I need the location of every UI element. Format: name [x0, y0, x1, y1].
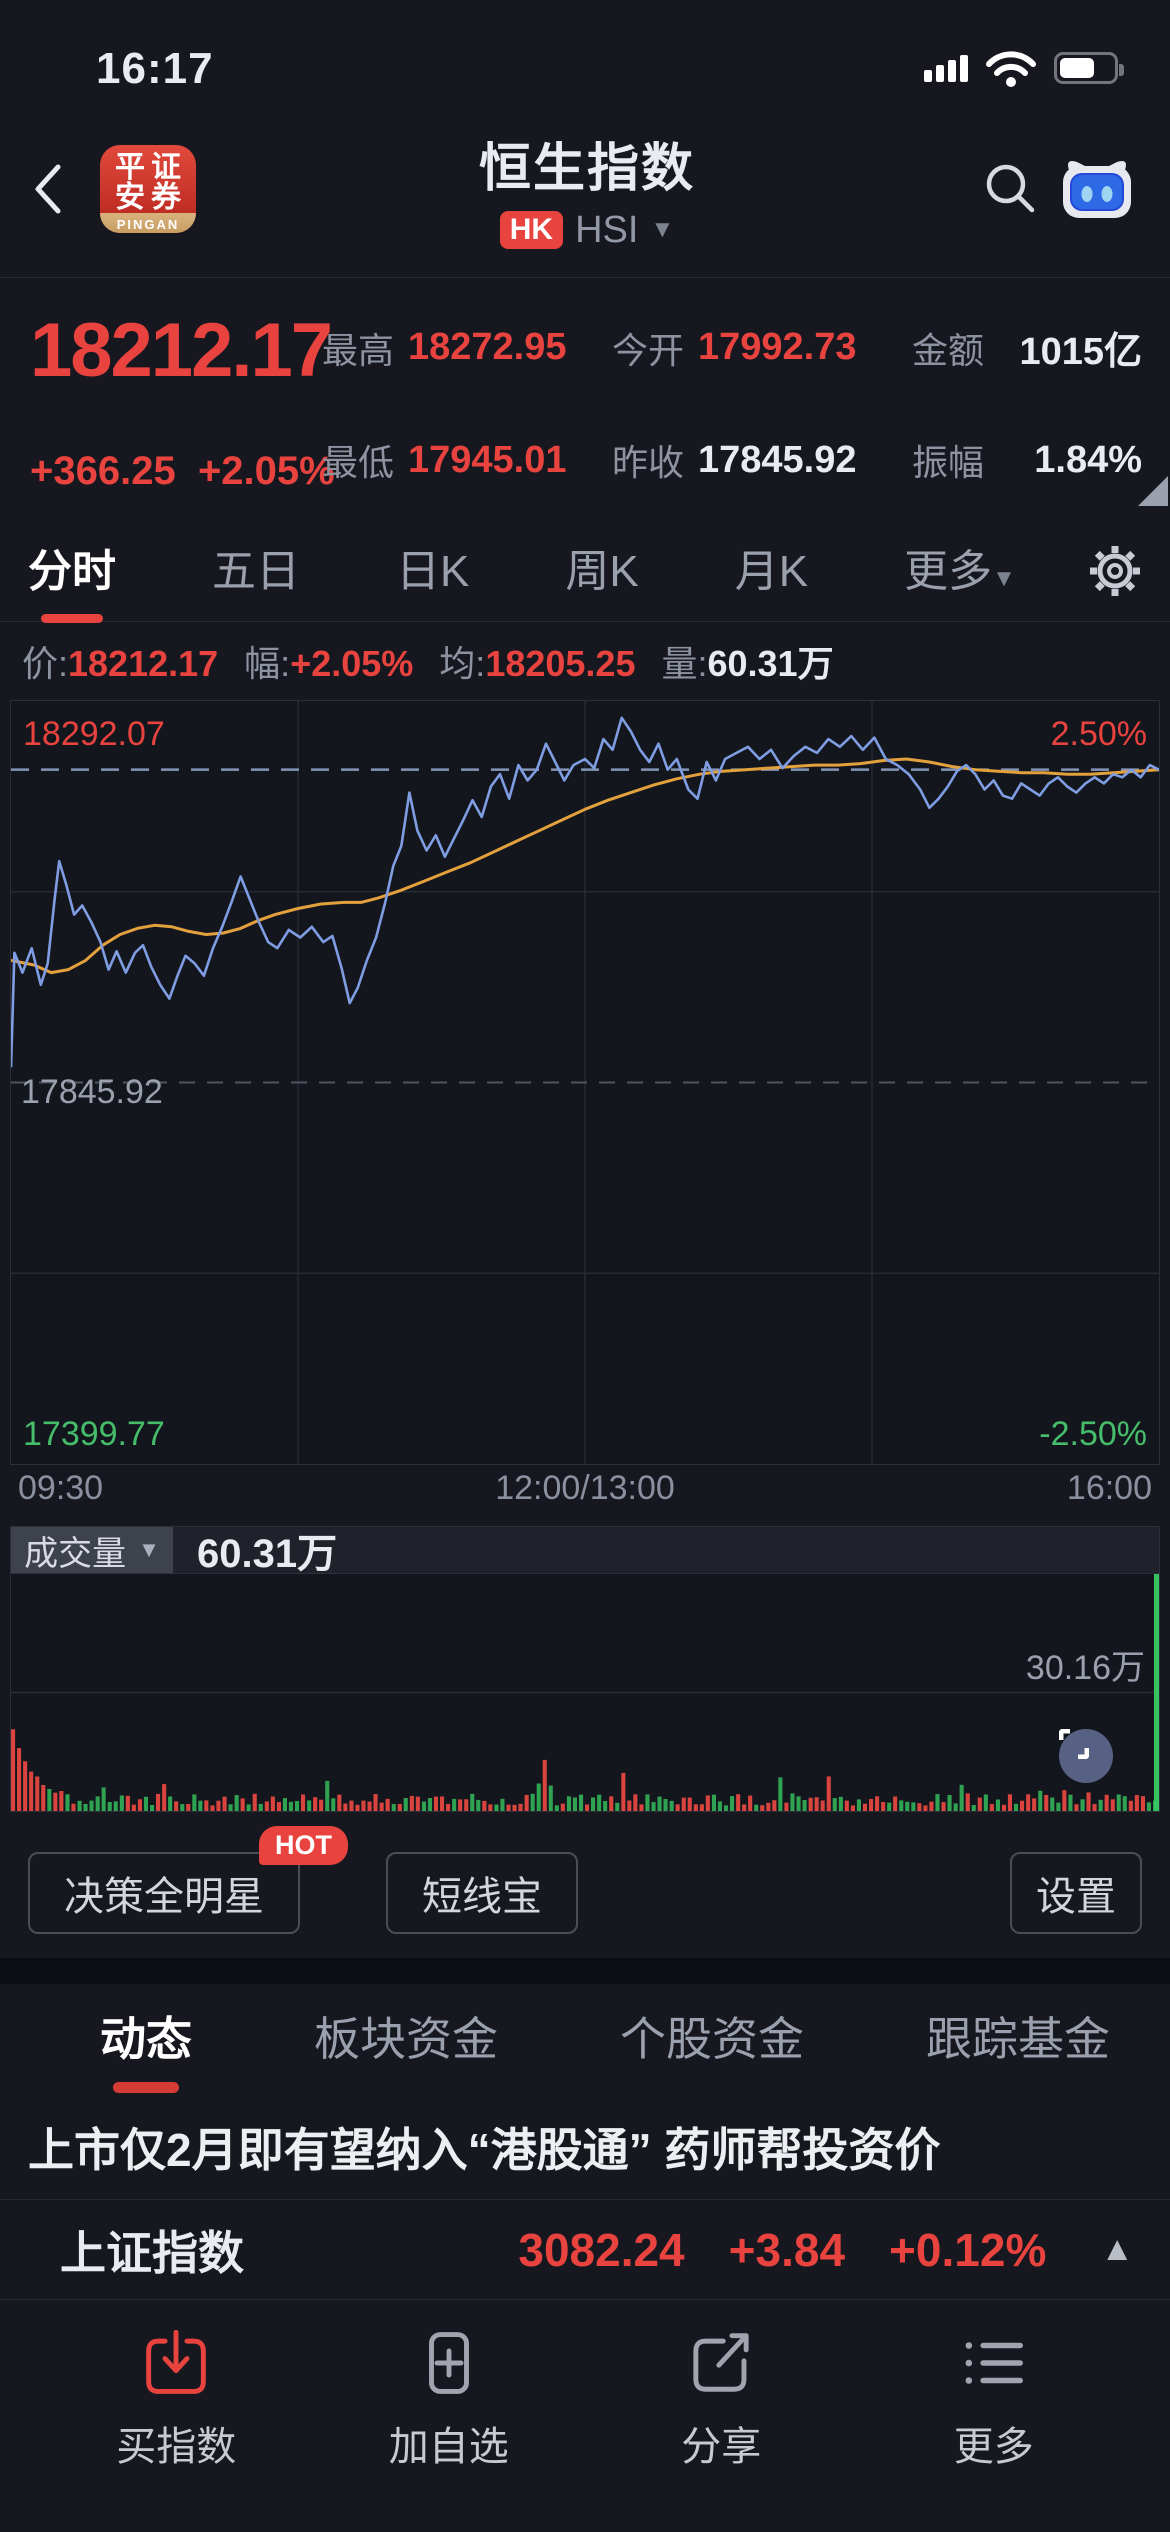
tab-tracking-funds[interactable]: 跟踪基金 [926, 2013, 1110, 2065]
y-max-label: 18292.07 [23, 715, 165, 753]
info-range: 幅:+2.05% [244, 643, 414, 684]
chevron-down-icon: ▼ [138, 1537, 160, 1562]
y-min-label: 17399.77 [23, 1415, 165, 1453]
stat-turnover: 金额 1015亿 [912, 329, 1142, 374]
axis-open-time: 09:30 [18, 1469, 104, 1507]
add-watchlist-icon [428, 2332, 469, 2394]
logo-text: 平安 [115, 150, 145, 214]
indicator-selector[interactable]: 成交量 ▼ [11, 1527, 173, 1573]
stat-prev-close: 昨收 17845.92 [612, 438, 857, 484]
volume-gridline-label: 30.16万 [1025, 1649, 1145, 1687]
index-name: 上证指数 [60, 2226, 244, 2279]
page-title: 恒生指数 [478, 139, 695, 198]
prev-close-label: 17845.92 [21, 1073, 163, 1111]
hot-badge: HOT [259, 1826, 348, 1865]
info-price: 价:18212.17 [22, 643, 219, 684]
tool-row: 决策全明星 HOT 短线宝 设置 [0, 1812, 1170, 1958]
status-bar: 16:17 [0, 0, 1170, 100]
price-pane[interactable]: 18292.07 2.50% 17845.92 17399.77 -2.50% [10, 700, 1160, 1465]
stat-amplitude: 振幅 1.84% [912, 438, 1142, 484]
cellular-signal-icon [924, 54, 968, 82]
volume-pane[interactable]: 30.16万 [10, 1573, 1160, 1812]
symbol-code: HSI [575, 208, 639, 251]
gear-icon [1090, 545, 1140, 596]
bottom-nav: 买指数 加自选 分享 更多 [0, 2300, 1170, 2472]
header: 平安 证券 PINGAN 恒生指数 HK HSI ▼ [0, 100, 1170, 278]
minute-chart[interactable]: 18292.07 2.50% 17845.92 17399.77 -2.50% … [10, 700, 1160, 1512]
stat-open: 今开 17992.73 [612, 326, 857, 371]
tab-weekly-k[interactable]: 周K [565, 546, 639, 596]
tab-monthly-k[interactable]: 月K [734, 546, 809, 596]
info-volume: 量:60.31万 [661, 643, 834, 684]
tab-stock-funds[interactable]: 个股资金 [620, 2013, 804, 2065]
nav-share[interactable]: 分享 [585, 2330, 858, 2472]
nav-more[interactable]: 更多 [858, 2330, 1131, 2472]
buy-index-icon [146, 2330, 207, 2394]
market-badge: HK [499, 211, 564, 249]
collapse-up-icon[interactable]: ▲ [1100, 2230, 1134, 2268]
index-quote-bar[interactable]: 上证指数 3082.24 +3.84 +0.12% ▲ [0, 2200, 1170, 2300]
search-icon [986, 164, 1035, 212]
section-divider [0, 1958, 1170, 1984]
expand-icon [1059, 1729, 1089, 1759]
tab-daily-k[interactable]: 日K [396, 546, 470, 596]
axis-noon-time: 12:00/13:00 [495, 1469, 675, 1507]
nav-buy-index[interactable]: 买指数 [40, 2330, 313, 2472]
price-change: +366.25 +2.05% [30, 449, 335, 493]
settings-button[interactable]: 设置 [1010, 1852, 1142, 1934]
decision-allstar-button[interactable]: 决策全明星 HOT [28, 1826, 348, 1934]
nav-add-watchlist[interactable]: 加自选 [313, 2330, 586, 2472]
y-max-pct-label: 2.50% [1050, 715, 1147, 753]
chevron-down-icon: ▼ [650, 216, 675, 243]
quote-summary[interactable]: 18212.17 +366.25 +2.05% 最高 18272.95 今开 179… [0, 278, 1170, 520]
minute-chart-info-line: 价:18212.17 幅:+2.05% 均:18205.25 量:60.31万 [0, 622, 1170, 700]
symbol-selector[interactable]: HK HSI ▼ [206, 209, 968, 252]
chevron-down-icon: ▼ [992, 564, 1016, 592]
volume-value: 60.31万 [197, 1532, 338, 1576]
back-button[interactable] [30, 161, 100, 217]
battery-icon [1054, 52, 1124, 84]
last-price: 18212.17 [30, 308, 333, 393]
short-line-treasure-button[interactable]: 短线宝 [386, 1852, 578, 1934]
logo-text: 证券 [151, 150, 181, 214]
share-icon [693, 2333, 749, 2392]
tab-news-feed[interactable]: 动态 [100, 1979, 192, 2099]
tab-5day[interactable]: 五日 [212, 546, 300, 596]
robot-icon [1063, 160, 1131, 218]
fullscreen-button[interactable] [1059, 1729, 1113, 1783]
logo-subtext: PINGAN [100, 212, 196, 233]
clock: 16:17 [96, 44, 214, 93]
chart-settings-button[interactable] [1088, 544, 1142, 598]
news-headline[interactable]: 上市仅2月即有望纳入“港股通” 药师帮投资价 [0, 2094, 1170, 2200]
stat-low: 最低 17945.01 [322, 438, 567, 484]
more-menu-icon [965, 2342, 1023, 2384]
tab-sector-funds[interactable]: 板块资金 [314, 2013, 498, 2065]
y-min-pct-label: -2.50% [1039, 1415, 1147, 1453]
content-tabbar: 动态 板块资金 个股资金 跟踪基金 [0, 1984, 1170, 2094]
time-axis: 09:30 12:00/13:00 16:00 [10, 1465, 1160, 1512]
info-average: 均:18205.25 [439, 643, 636, 684]
index-change: +3.84 [728, 2223, 846, 2276]
ai-assistant-button[interactable] [1054, 154, 1140, 224]
tab-more[interactable]: 更多▼ [904, 546, 1016, 596]
index-price: 3082.24 [518, 2223, 685, 2276]
expand-stats-fold-icon[interactable] [1138, 476, 1168, 506]
index-change-pct: +0.12% [889, 2223, 1047, 2276]
stat-high: 最高 18272.95 [322, 326, 567, 371]
tab-minute[interactable]: 分时 [28, 517, 116, 625]
volume-header: 成交量 ▼ 60.31万 [10, 1526, 1160, 1576]
axis-close-time: 16:00 [1066, 1469, 1152, 1507]
wifi-icon [984, 48, 1038, 88]
period-tabbar: 分时 五日 日K 周K 月K 更多▼ [0, 520, 1170, 622]
search-button[interactable] [968, 158, 1054, 220]
current-volume-cursor [1154, 1574, 1159, 1811]
chevron-left-icon [35, 164, 61, 213]
pingan-app-logo[interactable]: 平安 证券 PINGAN [100, 144, 196, 233]
